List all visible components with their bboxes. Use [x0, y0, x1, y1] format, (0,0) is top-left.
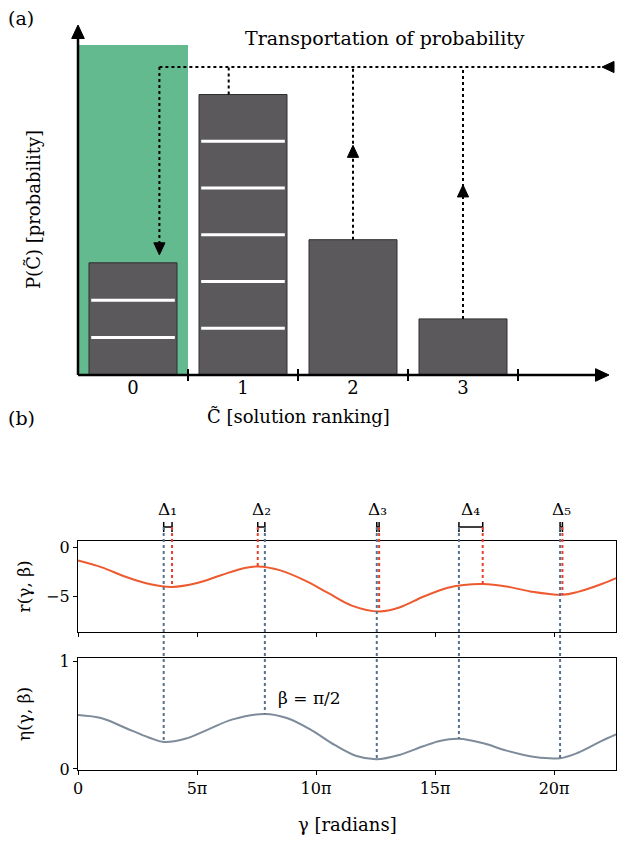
- svg-text:0: 0: [127, 377, 138, 398]
- svg-text:Transportation of probability: Transportation of probability: [245, 27, 525, 49]
- svg-text:Δ₄: Δ₄: [461, 499, 480, 519]
- svg-text:(a): (a): [8, 7, 34, 29]
- svg-text:η(γ, β): η(γ, β): [14, 687, 34, 741]
- svg-text:C̃ [solution ranking]: C̃ [solution ranking]: [207, 406, 390, 427]
- svg-text:1: 1: [237, 377, 248, 398]
- svg-text:1: 1: [59, 652, 69, 671]
- svg-text:Δ₃: Δ₃: [368, 499, 387, 519]
- svg-text:P(C̃) [probability]: P(C̃) [probability]: [23, 130, 44, 289]
- svg-text:−5: −5: [46, 587, 70, 606]
- svg-text:Δ₁: Δ₁: [158, 499, 177, 519]
- svg-text:(b): (b): [8, 407, 35, 429]
- svg-text:Δ₂: Δ₂: [252, 499, 271, 519]
- svg-text:15π: 15π: [420, 779, 451, 798]
- svg-text:0: 0: [73, 779, 83, 798]
- svg-text:0: 0: [59, 760, 69, 779]
- svg-text:γ [radians]: γ [radians]: [298, 814, 397, 835]
- svg-text:0: 0: [59, 538, 69, 557]
- svg-text:r(γ, β): r(γ, β): [14, 560, 34, 612]
- svg-text:β = π/2: β = π/2: [278, 688, 341, 708]
- svg-text:5π: 5π: [187, 779, 208, 798]
- svg-text:Δ₅: Δ₅: [552, 499, 571, 519]
- svg-text:10π: 10π: [301, 779, 332, 798]
- svg-text:3: 3: [457, 377, 468, 398]
- svg-text:2: 2: [347, 377, 358, 398]
- svg-text:20π: 20π: [539, 779, 570, 798]
